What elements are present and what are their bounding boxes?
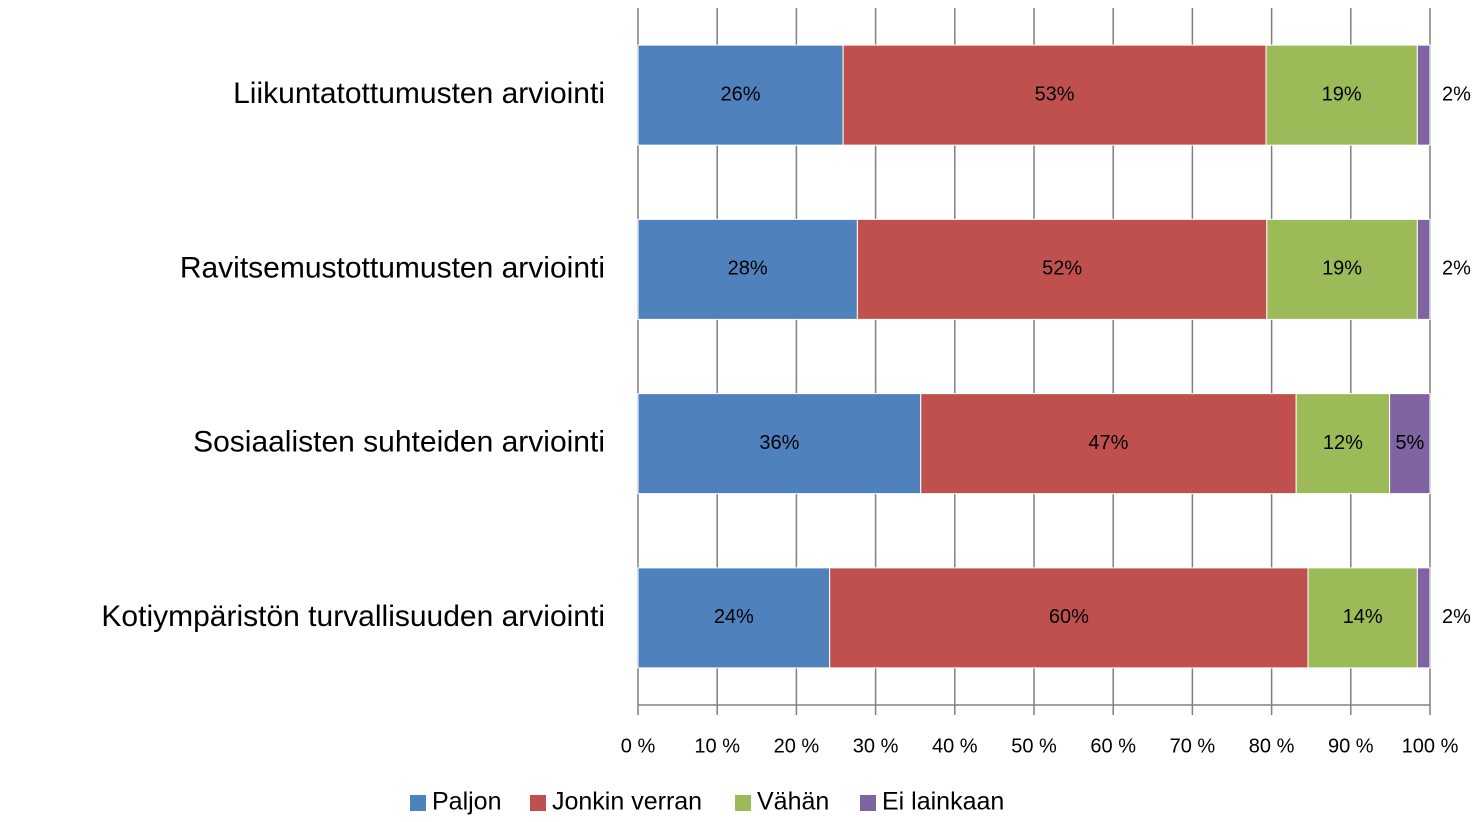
data-label: 14% (1343, 606, 1383, 628)
data-label: 24% (714, 606, 754, 628)
legend-label: Ei lainkaan (882, 788, 1004, 816)
data-label: 36% (759, 432, 799, 454)
bar-segment (1416, 44, 1431, 146)
bar-segment (1307, 567, 1418, 669)
x-tick-label: 100 % (1402, 735, 1459, 757)
bar-segment (829, 567, 1309, 669)
data-label: 19% (1322, 83, 1362, 105)
bar-segment (1416, 218, 1431, 320)
bar-segment (920, 393, 1297, 495)
x-tick-label: 30 % (853, 735, 899, 757)
bar-segment (1266, 218, 1418, 320)
data-label: 53% (1035, 83, 1075, 105)
data-label: 52% (1042, 258, 1082, 280)
legend-label: Paljon (432, 788, 502, 816)
legend-swatch (735, 795, 751, 811)
data-label: 12% (1323, 432, 1363, 454)
category-label: Ravitsemustottumusten arviointi (180, 251, 605, 284)
bar-segment (637, 567, 831, 669)
category-label: Sosiaalisten suhteiden arviointi (193, 426, 605, 459)
legend-swatch (410, 795, 426, 811)
bar-segment (1265, 44, 1418, 146)
legend-swatch (530, 795, 546, 811)
bar-segment (1416, 567, 1431, 669)
data-label: 26% (721, 83, 761, 105)
x-tick-label: 70 % (1170, 735, 1216, 757)
x-tick-label: 10 % (694, 735, 740, 757)
data-label: 60% (1049, 606, 1089, 628)
bar-segment (856, 218, 1268, 320)
data-label: 47% (1088, 432, 1128, 454)
x-tick-label: 40 % (932, 735, 978, 757)
data-label: 28% (728, 258, 768, 280)
bar-segment (637, 44, 844, 146)
x-tick-label: 80 % (1249, 735, 1295, 757)
data-label: 2% (1442, 83, 1471, 105)
bar-segment (842, 44, 1267, 146)
bar-segment (1295, 393, 1391, 495)
data-label: 5% (1395, 432, 1424, 454)
x-tick-label: 50 % (1011, 735, 1057, 757)
data-label: 2% (1442, 606, 1471, 628)
legend-label: Jonkin verran (552, 788, 702, 816)
x-tick-label: 20 % (774, 735, 820, 757)
bar-segment (637, 393, 922, 495)
data-label: 19% (1322, 258, 1362, 280)
bar-segment (1389, 393, 1431, 495)
category-label: Kotiympäristön turvallisuuden arviointi (101, 600, 605, 633)
category-label: Liikuntatottumusten arviointi (233, 77, 605, 110)
x-tick-label: 60 % (1090, 735, 1136, 757)
bar-segment (637, 218, 858, 320)
data-label: 2% (1442, 258, 1471, 280)
x-tick-label: 90 % (1328, 735, 1374, 757)
x-tick-label: 0 % (621, 735, 656, 757)
legend-label: Vähän (757, 788, 829, 816)
legend-swatch (860, 795, 876, 811)
